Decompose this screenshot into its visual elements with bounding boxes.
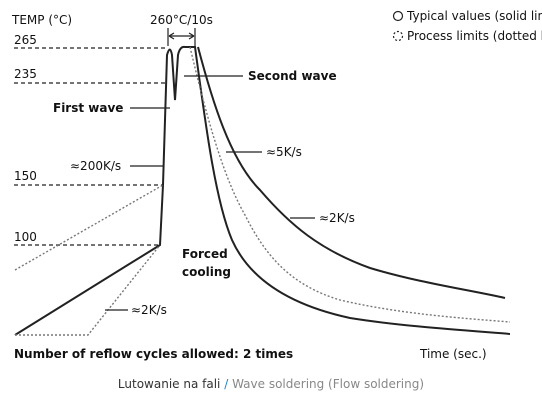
annotation: Second wave xyxy=(248,69,337,83)
caption-secondary: Wave soldering (Flow soldering) xyxy=(232,377,424,391)
level-label: 265 xyxy=(14,33,37,47)
level-label: 235 xyxy=(14,67,37,81)
footnote: Number of reflow cycles allowed: 2 times xyxy=(14,347,293,361)
annotation: ≈2K/s xyxy=(319,211,355,225)
annotation: ≈2K/s xyxy=(131,303,167,317)
x-axis-label: Time (sec.) xyxy=(419,347,487,361)
peak-label: 260°C/10s xyxy=(150,13,213,27)
dotted-curve xyxy=(189,46,511,323)
legend-icon xyxy=(392,10,404,22)
caption-primary: Lutowanie na fali xyxy=(118,377,220,391)
annotation: cooling xyxy=(182,265,231,279)
solid-curve xyxy=(197,46,506,299)
y-axis-label: TEMP (°C) xyxy=(11,13,72,27)
dotted-curve xyxy=(15,244,161,336)
dotted-curve xyxy=(14,184,164,271)
annotation: First wave xyxy=(53,101,123,115)
solid-curve xyxy=(14,45,511,336)
level-label: 150 xyxy=(14,169,37,183)
caption: Lutowanie na fali / Wave soldering (Flow… xyxy=(118,377,424,391)
annotation: ≈5K/s xyxy=(266,145,302,159)
level-label: 100 xyxy=(14,230,37,244)
legend-entry: Typical values (solid line) xyxy=(406,9,542,23)
legend-entry: Process limits (dotted line) xyxy=(407,29,542,43)
arrow xyxy=(168,32,195,40)
annotation: ≈200K/s xyxy=(70,159,121,173)
legend-icon xyxy=(392,30,404,42)
caption-separator: / xyxy=(224,377,229,391)
annotation: Forced xyxy=(182,247,228,261)
